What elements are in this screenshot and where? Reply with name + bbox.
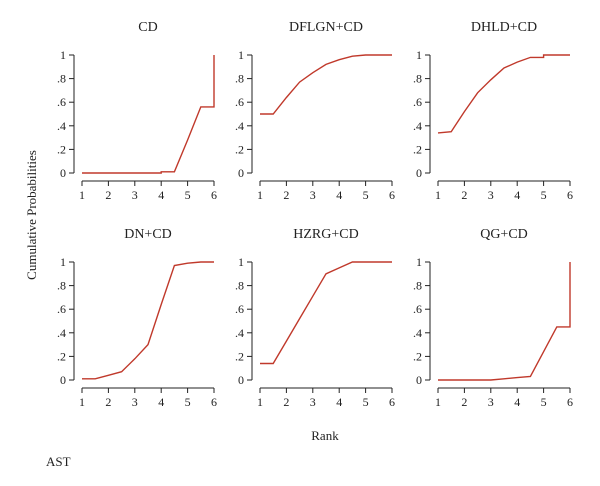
y-tick-label: .8 <box>235 72 244 86</box>
panel-title: CD <box>138 20 157 35</box>
x-tick-label: 4 <box>514 395 520 409</box>
y-tick-label: 0 <box>60 166 66 180</box>
y-tick-label: .4 <box>57 119 66 133</box>
x-tick-label: 5 <box>185 188 191 202</box>
y-axis-label: Cumulative Probabilities <box>24 150 39 280</box>
y-tick-label: .6 <box>413 302 422 316</box>
y-tick-label: .8 <box>413 279 422 293</box>
y-tick-label: 0 <box>238 166 244 180</box>
y-tick-label: .8 <box>413 72 422 86</box>
x-tick-label: 1 <box>435 395 441 409</box>
x-tick-label: 1 <box>257 188 263 202</box>
x-tick-label: 6 <box>211 395 217 409</box>
y-tick-label: 1 <box>238 255 244 269</box>
x-tick-label: 3 <box>132 395 138 409</box>
panels-group: CD 0 .2 .4 .6 .8 1 1 2 3 4 5 6 DFLGN+CD 0 .2 .4 .6 .8 1 1 2 3 4… <box>57 20 573 409</box>
x-tick-label: 4 <box>514 188 520 202</box>
cumulative-line-dflgn-cd <box>260 54 392 115</box>
y-tick-label: .8 <box>235 279 244 293</box>
panel-title: DHLD+CD <box>471 20 537 35</box>
x-tick-label: 1 <box>79 395 85 409</box>
panel-cd: CD 0 .2 .4 .6 .8 1 1 2 3 4 5 6 <box>57 20 217 202</box>
y-tick-label: .8 <box>57 72 66 86</box>
x-tick-label: 2 <box>283 188 289 202</box>
y-tick-label: .2 <box>57 142 66 156</box>
y-tick-label: .2 <box>57 349 66 363</box>
x-tick-label: 3 <box>488 188 494 202</box>
x-tick-label: 1 <box>79 188 85 202</box>
x-tick-label: 1 <box>435 188 441 202</box>
y-tick-label: .2 <box>235 142 244 156</box>
cumulative-line-qg-cd <box>438 262 571 381</box>
x-tick-label: 6 <box>389 395 395 409</box>
y-tick-label: 0 <box>238 373 244 387</box>
y-tick-label: .2 <box>235 349 244 363</box>
x-tick-label: 1 <box>257 395 263 409</box>
panel-dn-cd: DN+CD 0 .2 .4 .6 .8 1 1 2 3 4 5 6 <box>57 227 217 409</box>
y-tick-label: 1 <box>60 255 66 269</box>
x-tick-label: 2 <box>105 188 111 202</box>
y-tick-label: 0 <box>416 166 422 180</box>
y-tick-label: 0 <box>60 373 66 387</box>
x-tick-label: 4 <box>336 188 342 202</box>
y-tick-label: 1 <box>416 48 422 62</box>
y-tick-label: .4 <box>235 326 244 340</box>
y-tick-label: 1 <box>238 48 244 62</box>
cumulative-line-dn-cd <box>82 261 214 380</box>
x-tick-label: 4 <box>336 395 342 409</box>
y-tick-label: .6 <box>235 302 244 316</box>
y-tick-label: .4 <box>235 119 244 133</box>
x-tick-label: 6 <box>567 395 573 409</box>
x-axis-label: Rank <box>311 428 339 443</box>
y-tick-label: .6 <box>57 302 66 316</box>
x-tick-label: 3 <box>488 395 494 409</box>
x-tick-label: 4 <box>158 395 164 409</box>
panel-dflgn-cd: DFLGN+CD 0 .2 .4 .6 .8 1 1 2 3 4 5 6 <box>235 20 395 202</box>
panel-title: DN+CD <box>124 227 172 242</box>
panel-title: DFLGN+CD <box>289 20 363 35</box>
y-tick-label: 1 <box>60 48 66 62</box>
cumulative-line-hzrg-cd <box>260 261 392 365</box>
x-tick-label: 6 <box>389 188 395 202</box>
x-tick-label: 5 <box>363 188 369 202</box>
cumulative-line-cd <box>82 55 215 174</box>
x-tick-label: 6 <box>211 188 217 202</box>
y-tick-label: .2 <box>413 142 422 156</box>
y-tick-label: .6 <box>235 95 244 109</box>
y-tick-label: 0 <box>416 373 422 387</box>
panel-title: QG+CD <box>480 227 528 242</box>
y-tick-label: .4 <box>413 119 422 133</box>
panel-hzrg-cd: HZRG+CD 0 .2 .4 .6 .8 1 1 2 3 4 5 6 <box>235 227 395 409</box>
x-tick-label: 5 <box>541 395 547 409</box>
y-tick-label: .4 <box>413 326 422 340</box>
x-tick-label: 2 <box>461 395 467 409</box>
x-tick-label: 2 <box>461 188 467 202</box>
panel-title: HZRG+CD <box>293 227 358 242</box>
panel-dhld-cd: DHLD+CD 0 .2 .4 .6 .8 1 1 2 3 4 5 6 <box>413 20 573 202</box>
caption-text: AST <box>46 454 71 469</box>
panel-qg-cd: QG+CD 0 .2 .4 .6 .8 1 1 2 3 4 5 6 <box>413 227 573 409</box>
x-tick-label: 6 <box>567 188 573 202</box>
y-tick-label: .4 <box>57 326 66 340</box>
y-tick-label: .2 <box>413 349 422 363</box>
x-tick-label: 2 <box>283 395 289 409</box>
x-tick-label: 4 <box>158 188 164 202</box>
x-tick-label: 2 <box>105 395 111 409</box>
cumulative-line-dhld-cd <box>437 54 570 134</box>
x-tick-label: 5 <box>363 395 369 409</box>
x-tick-label: 5 <box>541 188 547 202</box>
y-tick-label: .6 <box>57 95 66 109</box>
x-tick-label: 5 <box>185 395 191 409</box>
x-tick-label: 3 <box>310 188 316 202</box>
x-tick-label: 3 <box>310 395 316 409</box>
y-tick-label: 1 <box>416 255 422 269</box>
y-tick-label: .6 <box>413 95 422 109</box>
x-tick-label: 3 <box>132 188 138 202</box>
y-tick-label: .8 <box>57 279 66 293</box>
